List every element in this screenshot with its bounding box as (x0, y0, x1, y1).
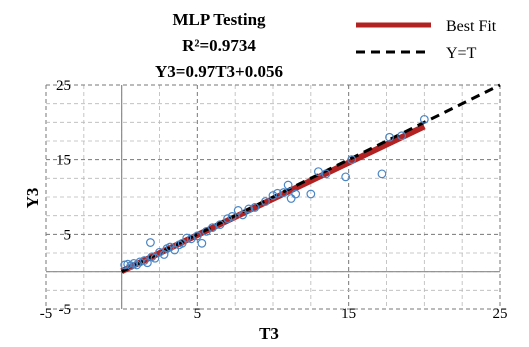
data-point (306, 189, 316, 199)
x-tick-label: 25 (493, 306, 508, 322)
legend: Best Fit Y=T (356, 18, 497, 62)
data-point (215, 220, 225, 230)
x-tick-label: -5 (40, 306, 53, 322)
y-tick-label: 5 (64, 227, 72, 243)
data-point (182, 233, 192, 243)
data-point (286, 194, 296, 203)
data-point (177, 238, 187, 248)
data-point (142, 258, 152, 268)
data-point (273, 188, 282, 198)
data-point (347, 155, 357, 165)
data-point (165, 242, 175, 252)
x-axis-label: T3 (259, 324, 279, 343)
legend-best-fit-label: Best Fit (446, 18, 497, 35)
data-point (208, 223, 217, 233)
data-point (291, 189, 301, 199)
data-point (238, 210, 248, 220)
data-point (279, 188, 288, 197)
data-point (223, 214, 233, 224)
y-equals-t-line (121, 83, 501, 274)
y-tick-label: 25 (56, 78, 71, 94)
data-point (250, 203, 260, 212)
data-point (385, 132, 394, 142)
data-point (192, 231, 202, 241)
data-point (227, 212, 237, 221)
chart-title-line-3: Y3=0.97T3+0.056 (155, 62, 283, 81)
data-point (397, 131, 407, 141)
data-point (321, 169, 331, 179)
data-point (146, 238, 155, 247)
legend-y-equals-t-label: Y=T (446, 45, 477, 62)
chart-title-line-1: MLP Testing (172, 10, 266, 29)
y-axis-label: Y3 (23, 188, 42, 209)
data-point (233, 206, 243, 215)
x-tick-label: 15 (341, 306, 356, 322)
data-point (283, 180, 293, 190)
y-tick-label: 15 (56, 153, 71, 169)
data-point (197, 238, 207, 248)
tick-labels: -5 5 15 25 -5 5 15 25 (40, 78, 508, 322)
y-tick-label: -5 (59, 302, 72, 318)
data-point (244, 204, 254, 214)
data-point (341, 172, 351, 182)
data-point (261, 197, 270, 206)
x-tick-label: 5 (194, 306, 202, 322)
data-point (132, 260, 142, 270)
data-point (377, 169, 387, 179)
data-point (170, 245, 180, 255)
data-point (419, 114, 429, 124)
data-point (268, 191, 278, 200)
chart-title-line-2: R²=0.9734 (182, 36, 256, 55)
series-layer (120, 83, 501, 274)
data-point (155, 247, 164, 257)
data-point (150, 253, 160, 263)
